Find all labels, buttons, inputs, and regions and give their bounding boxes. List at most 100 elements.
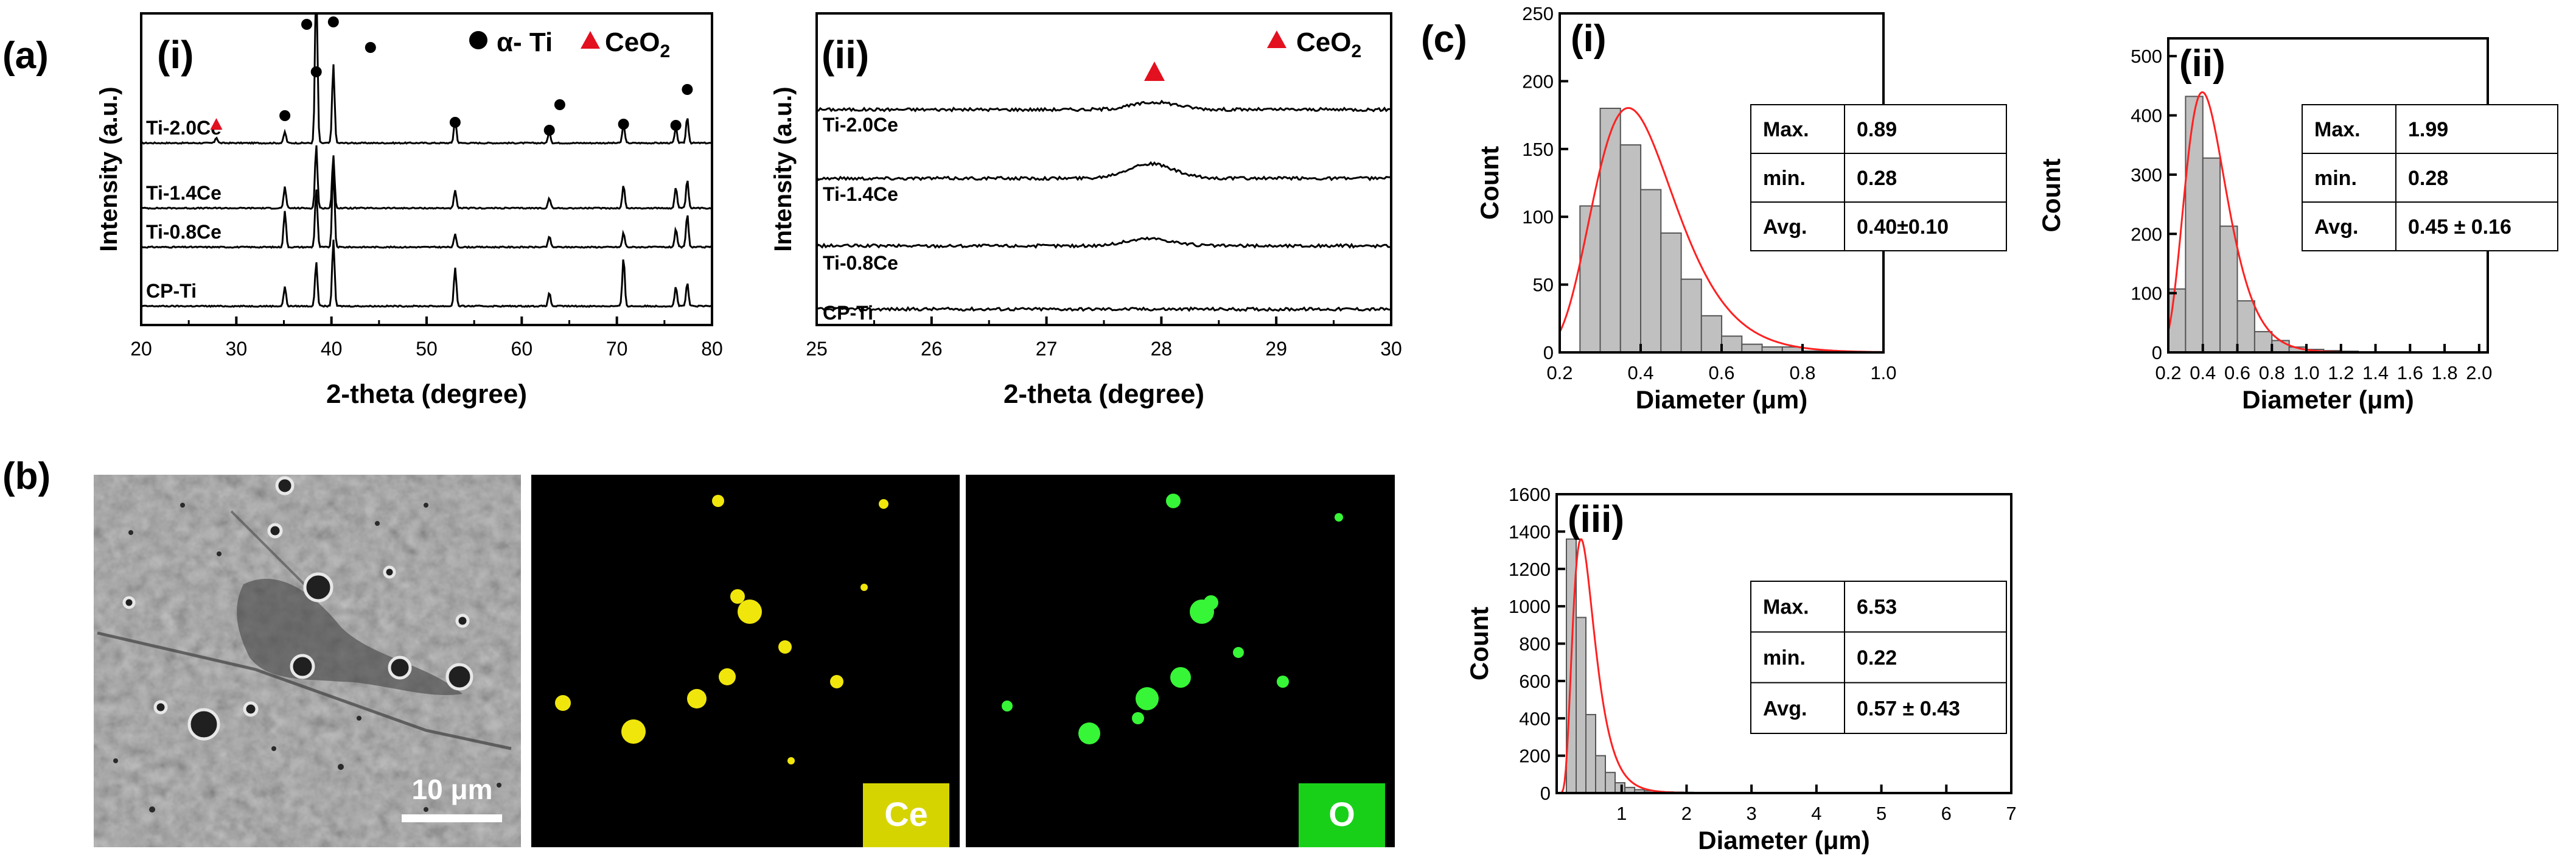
histogram-plot-area: [1560, 107, 1883, 352]
stats-label: Avg.: [2314, 215, 2358, 239]
histogram-xtick-label: 6: [1941, 803, 1952, 824]
xrd-full-xtick-label: 60: [511, 338, 533, 360]
stats-value: 0.28: [2408, 167, 2448, 190]
legend-ceo2-label: CeO2: [605, 27, 670, 61]
histogram-xtick-label: 0.8: [2259, 362, 2285, 383]
histogram-bar: [1599, 108, 1621, 352]
histogram-xtick-label: 1.0: [1870, 362, 1896, 383]
legend-zoom-ceo2-label: CeO2: [1296, 27, 1361, 61]
stats-value: 0.22: [1857, 646, 1897, 669]
xrd-zoom-trace-3: [817, 306, 1391, 313]
histogram-ytick-label: 0: [1540, 783, 1551, 804]
stats-value: 0.57 ± 0.43: [1857, 697, 1960, 720]
histogram-ytick-label: 0: [2152, 342, 2162, 363]
xrd-zoom-xtick-label: 27: [1036, 338, 1058, 360]
alpha-ti-peak-marker: [327, 16, 339, 27]
histogram-ytick-label: 200: [2131, 223, 2162, 245]
histogram-bar: [1585, 714, 1596, 793]
stats-table: [2302, 104, 2558, 251]
histogram-ytick-label: 50: [1533, 274, 1554, 296]
xrd-full-xtick-label: 20: [130, 338, 152, 360]
histogram-bar: [1640, 189, 1662, 352]
histogram-ytick-label: 400: [2131, 105, 2162, 127]
histogram-ytick-label: 400: [1519, 708, 1551, 729]
xrd-full-xtick-label: 50: [416, 338, 438, 360]
xrd-zoom-chart: Ti-2.0Ce Ti-1.4Ce Ti-0.8Ce CP-Ti 25 26 27 28 29 3…: [770, 12, 1402, 409]
lognormal-fit-curve: [1557, 538, 2011, 793]
histogram-ylabel: Count: [1475, 146, 1504, 220]
stats-value: 0.89: [1857, 118, 1897, 141]
xrd-zoom-trace-2: [817, 236, 1391, 249]
alpha-ti-peak-marker: [365, 42, 376, 53]
xrd-full-trace-0: [141, 13, 712, 145]
histogram-xlabel: Diameter (μm): [2242, 385, 2414, 414]
histogram-bar: [1700, 315, 1723, 352]
histogram-xtick-label: 1.4: [2362, 362, 2389, 383]
histogram-bar: [1721, 335, 1743, 352]
xrd-full-trace-1: [141, 145, 712, 210]
xrd-zoom-series-label: Ti-2.0Ce: [823, 114, 898, 136]
legend-zoom-ceo2-triangle: [1267, 30, 1286, 48]
xrd-zoom-xtick-label: 25: [806, 338, 828, 360]
sem-micrograph: 10 μm: [94, 475, 521, 847]
xrd-zoom-trace-0: [817, 99, 1390, 113]
histogram-xlabel: Diameter (μm): [1636, 385, 1807, 414]
xrd-full-xlabel: 2-theta (degree): [326, 379, 527, 409]
xrd-full-series-label: Ti-2.0Ce: [146, 117, 222, 139]
stats-value: 0.45 ± 0.16: [2408, 215, 2511, 239]
zoom-peak-ceo2-triangle: [1144, 61, 1165, 81]
legend-alpha-ti-circle: [469, 31, 487, 49]
scale-bar: [402, 814, 502, 822]
histogram-ytick-label: 1400: [1509, 521, 1551, 542]
histogram-xtick-label: 0.8: [1789, 362, 1815, 383]
xrd-full-chart: Ti-2.0Ce Ti-1.4Ce Ti-0.8Ce CP-Ti 20 30 40 50 60…: [96, 12, 723, 409]
xrd-full-series-label: Ti-1.4Ce: [146, 182, 222, 204]
histogram-xtick-label: 2.0: [2466, 362, 2492, 383]
alpha-ti-peak-marker: [670, 120, 682, 131]
alpha-ti-peak-marker: [618, 119, 629, 130]
histogram-ytick-label: 250: [1522, 3, 1554, 24]
histogram-xtick-label: 1.6: [2397, 362, 2423, 383]
histogram-xlabel: Diameter (μm): [1698, 826, 1869, 855]
histogram-bar: [1605, 772, 1616, 793]
alpha-ti-peak-marker: [310, 66, 322, 77]
legend-alpha-ti-label: α- Ti: [497, 27, 553, 57]
histogram-ytick-label: 100: [2131, 283, 2162, 304]
alpha-ti-peak-marker: [682, 84, 693, 95]
histogram-xtick-label: 2: [1681, 803, 1692, 824]
o-label-box: [1299, 783, 1385, 847]
histogram-xtick-label: 0.4: [1627, 362, 1653, 383]
histogram-xtick-label: 0.2: [1546, 362, 1572, 383]
xrd-zoom-xtick-label: 28: [1151, 338, 1173, 360]
xrd-zoom-xtick-label: 30: [1380, 338, 1402, 360]
alpha-ti-peak-marker: [301, 19, 312, 30]
panel-label-a: (a): [2, 35, 49, 77]
histogram-xtick-label: 3: [1747, 803, 1757, 824]
stats-value: 0.40±0.10: [1857, 215, 1949, 239]
o-label: O: [1328, 795, 1355, 833]
histogram-bar: [1576, 617, 1586, 793]
histogram-xtick-label: 0.6: [2224, 362, 2250, 383]
xrd-full-xtick-label: 30: [226, 338, 248, 360]
stats-label: Max.: [1763, 118, 1809, 141]
histogram-title: (i): [1571, 18, 1607, 60]
histogram-ytick-label: 300: [2131, 164, 2162, 186]
histogram-xtick-label: 0.6: [1708, 362, 1734, 383]
histogram-bar: [1680, 278, 1702, 352]
histogram-xtick-label: 0.2: [2155, 362, 2181, 383]
histogram-ytick-label: 150: [1522, 139, 1554, 160]
histogram-xtick-label: 1: [1616, 803, 1627, 824]
xrd-full-trace-2: [141, 165, 712, 249]
histogram-bar: [2253, 330, 2273, 352]
ce-label-box: [863, 783, 949, 847]
lognormal-fit-curve: [1560, 107, 1883, 352]
histogram-ytick-label: 1200: [1509, 559, 1551, 580]
xrd-zoom-ylabel: Intensity (a.u.): [770, 86, 797, 251]
histogram-bar: [1614, 782, 1625, 793]
histogram-xtick-label: 4: [1811, 803, 1821, 824]
histogram-i: 0 50 100 150 200 250 0.2 0.4 0.6 0.8 1.0 (i) Diamete…: [1475, 3, 2007, 414]
xrd-zoom-xlabel: 2-theta (degree): [1004, 379, 1204, 409]
xrd-zoom-series-label: Ti-0.8Ce: [823, 252, 898, 274]
histogram-xtick-label: 5: [1876, 803, 1887, 824]
